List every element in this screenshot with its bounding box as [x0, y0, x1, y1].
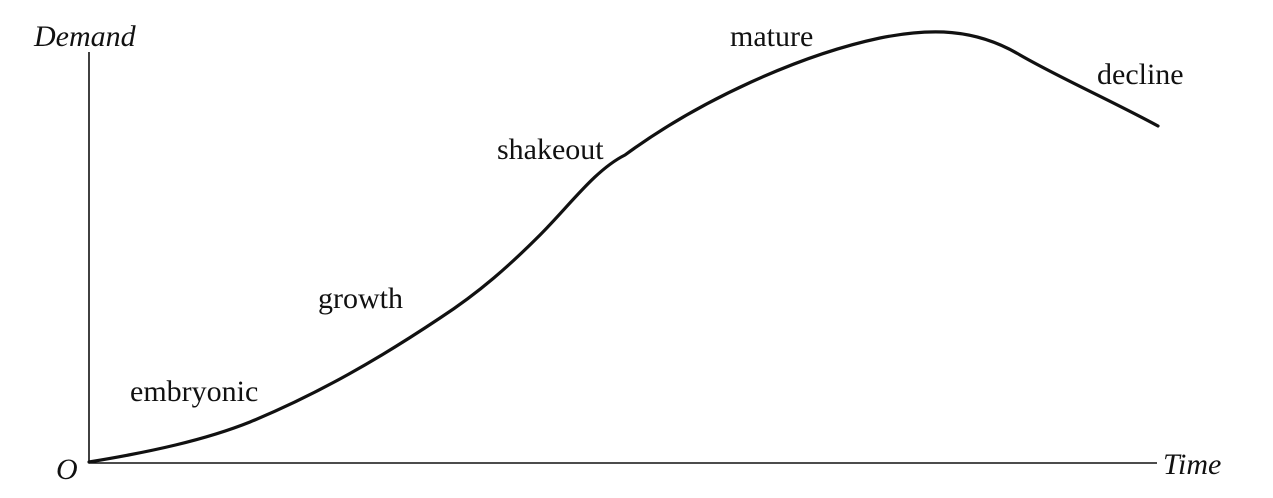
y-axis-label: Demand — [33, 20, 137, 53]
stage-label-embryonic: embryonic — [130, 375, 258, 408]
origin-label: O — [56, 453, 78, 486]
life-cycle-curve — [87, 30, 1160, 464]
stage-label-growth: growth — [318, 282, 403, 315]
stage-label-shakeout: shakeout — [497, 133, 604, 166]
stage-label-decline: decline — [1097, 58, 1184, 91]
x-axis-label: Time — [1163, 448, 1221, 481]
stage-label-mature: mature — [730, 20, 813, 53]
